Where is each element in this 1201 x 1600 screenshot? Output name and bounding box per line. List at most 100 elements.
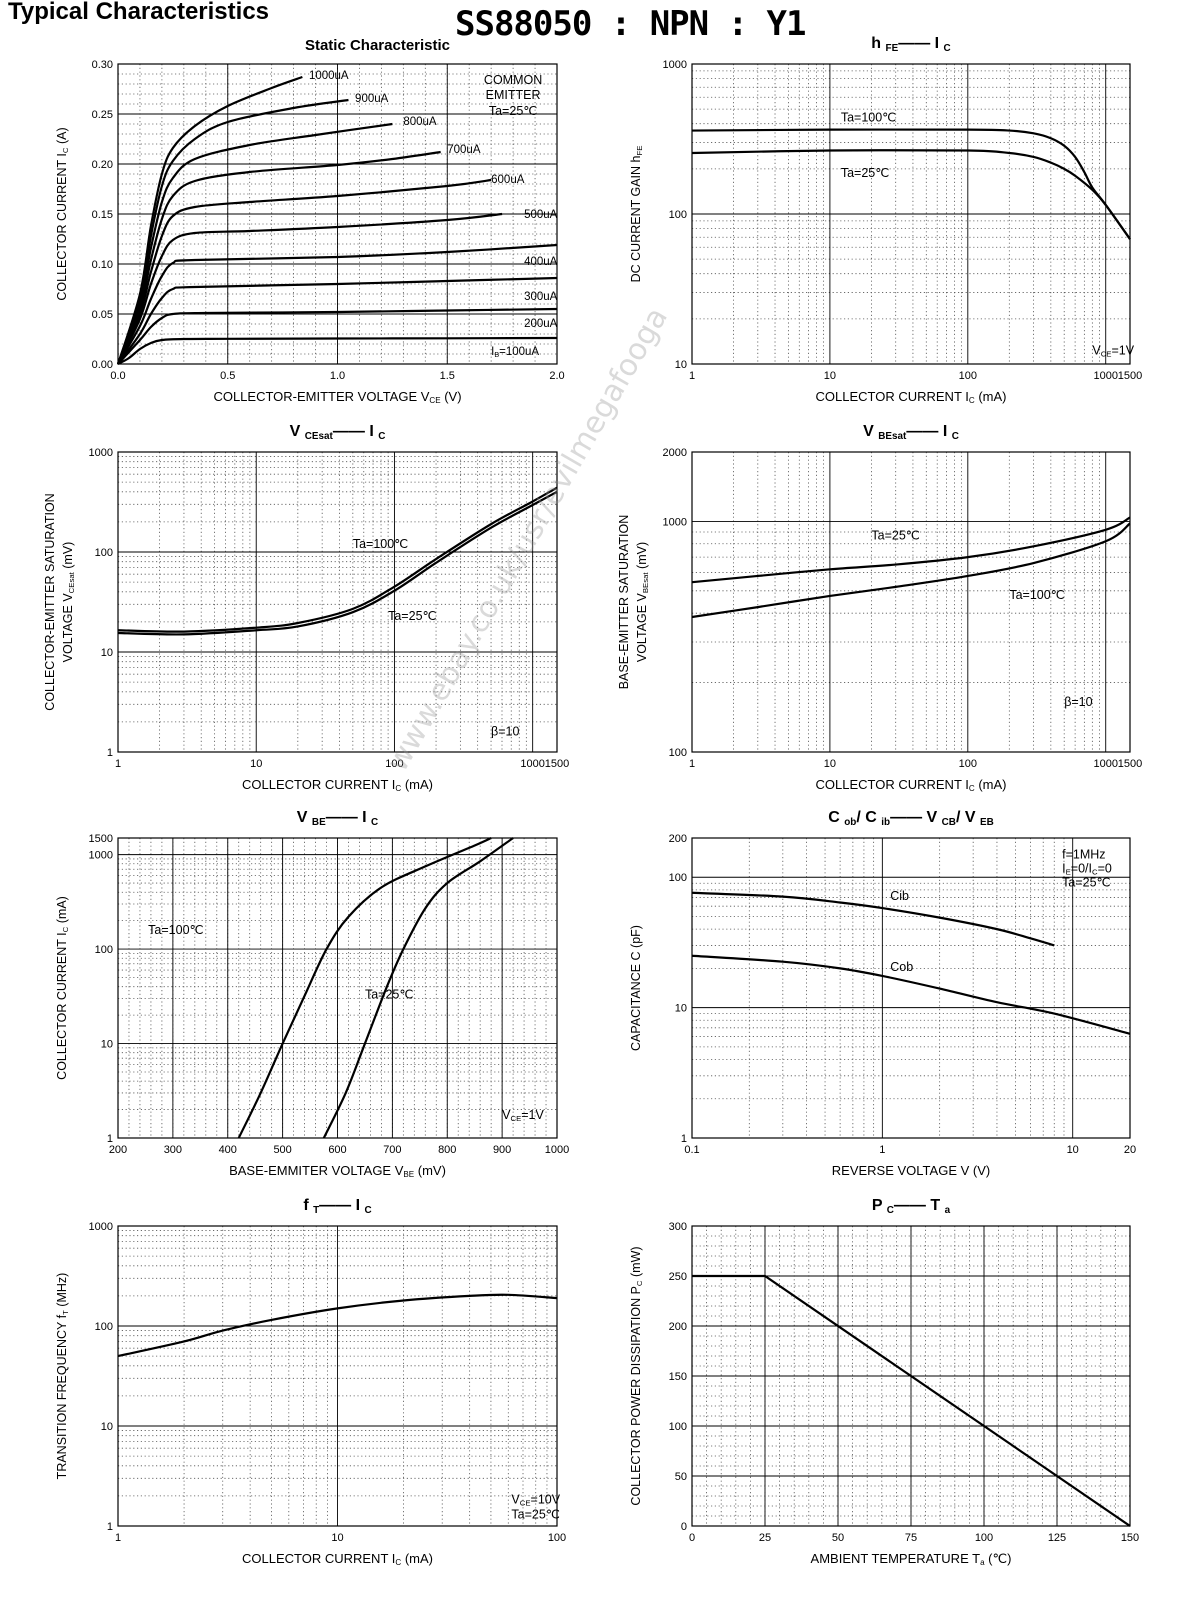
cob-series-line bbox=[691, 954, 1131, 1035]
pc-y-tick-label: 300 bbox=[669, 1221, 687, 1233]
static-y-tick-label: 0.30 bbox=[92, 59, 113, 71]
cob-annotation: IE=0/IC=0 bbox=[1062, 861, 1112, 876]
vbesat-y-tick-label: 2000 bbox=[663, 447, 687, 459]
static-x-tick-label: 1.0 bbox=[330, 370, 345, 382]
vbe-x-tick-label: 1000 bbox=[545, 1144, 569, 1156]
ft-y-axis-label: TRANSITION FREQUENCY fT (MHz) bbox=[55, 1273, 70, 1480]
vcesat-x-tick-label: 10 bbox=[250, 758, 262, 770]
vcesat-y-axis-label-line2: VOLTAGE VCEsat (mV) bbox=[61, 542, 76, 663]
static-series-label: 300uA bbox=[524, 291, 558, 303]
ft-plot-frame bbox=[117, 1225, 558, 1527]
vcesat-y-tick-label: 100 bbox=[95, 547, 113, 559]
chart-vbesat: 1 10 100 1000 150010010002000Ta=25℃Ta=100℃β=… bbox=[617, 423, 1142, 793]
cob-annotation: Cib bbox=[890, 889, 909, 903]
static-x-tick-label: 0.5 bbox=[220, 370, 235, 382]
hfe-x-axis-label: COLLECTOR CURRENT IC (mA) bbox=[816, 389, 1007, 405]
vbesat-y-tick-label: 1000 bbox=[663, 516, 687, 528]
cob-x-axis-label: REVERSE VOLTAGE V (V) bbox=[832, 1163, 990, 1178]
static-x-tick-label: 1.5 bbox=[440, 370, 455, 382]
cob-x-tick-label: 0.1 bbox=[684, 1144, 699, 1156]
static-x-axis-label: COLLECTOR-EMITTER VOLTAGE VCE (V) bbox=[213, 389, 461, 405]
hfe-x-tick-label: 100 bbox=[959, 370, 977, 382]
ft-chart-title: f T—— I C bbox=[303, 1197, 371, 1216]
vcesat-y-tick-label: 1000 bbox=[89, 447, 113, 459]
vbesat-x-tick-label: 100 bbox=[959, 758, 977, 770]
vbe-series-line bbox=[322, 837, 514, 1139]
vcesat-series-line bbox=[117, 490, 558, 636]
vbesat-x-tick-label: 1500 bbox=[1118, 758, 1142, 770]
cob-y-tick-label: 200 bbox=[669, 833, 687, 845]
pc-x-tick-label: 50 bbox=[832, 1532, 844, 1544]
vbe-x-tick-label: 300 bbox=[164, 1144, 182, 1156]
cob-annotation: f=1MHz bbox=[1062, 847, 1105, 861]
hfe-series-line bbox=[691, 128, 1131, 240]
pc-y-tick-label: 250 bbox=[669, 1271, 687, 1283]
static-annotation: COMMON bbox=[484, 73, 542, 87]
cob-y-tick-label: 100 bbox=[669, 872, 687, 884]
hfe-y-tick-label: 10 bbox=[675, 359, 687, 371]
static-series-label: 1000uA bbox=[309, 70, 349, 82]
chart-cob: 0.1 1 10 20110100200f=1MHzIE=0/IC=0Ta=25℃Ci… bbox=[629, 809, 1136, 1178]
cob-annotation: Ta=25℃ bbox=[1062, 876, 1110, 890]
static-series-label: IB=100uA bbox=[491, 346, 539, 359]
hfe-y-tick-label: 100 bbox=[669, 209, 687, 221]
pc-series-line bbox=[692, 1274, 1131, 1527]
pc-x-tick-label: 100 bbox=[975, 1532, 993, 1544]
ft-y-tick-label: 10 bbox=[101, 1421, 113, 1433]
hfe-y-tick-label: 1000 bbox=[663, 59, 687, 71]
hfe-plot-frame bbox=[691, 63, 1131, 365]
vbe-y-tick-label: 1500 bbox=[89, 833, 113, 845]
cob-series-line bbox=[691, 891, 1055, 947]
static-series-line bbox=[117, 212, 503, 365]
cob-x-tick-label: 1 bbox=[879, 1144, 885, 1156]
pc-x-tick-label: 75 bbox=[905, 1532, 917, 1544]
static-x-tick-label: 0.0 bbox=[110, 370, 125, 382]
vcesat-annotation: Ta=25℃ bbox=[388, 609, 436, 623]
vcesat-y-axis-label: COLLECTOR-EMITTER SATURATION bbox=[43, 493, 57, 710]
chart-vbe: 200 300 400 500 600 700 800 900 1000 1 10 100 1000 15… bbox=[55, 809, 569, 1179]
static-series-line bbox=[117, 336, 558, 365]
vbe-x-axis-label: BASE-EMMITER VOLTAGE VBE (mV) bbox=[229, 1163, 446, 1179]
vbe-x-tick-label: 600 bbox=[328, 1144, 346, 1156]
vcesat-x-tick-label: 1000 bbox=[520, 758, 544, 770]
vbesat-y-axis-label: BASE-EMITTER SATURATION bbox=[617, 515, 631, 690]
pc-y-tick-label: 100 bbox=[669, 1421, 687, 1433]
ft-x-axis-label: COLLECTOR CURRENT IC (mA) bbox=[242, 1551, 433, 1567]
static-series-label: 700uA bbox=[447, 144, 481, 156]
static-series-line bbox=[116, 75, 303, 365]
chart-vcesat: 1 10 100 1000 15001101001000Ta=100℃Ta=25℃β=1… bbox=[43, 423, 569, 793]
static-y-tick-label: 0.15 bbox=[92, 209, 113, 221]
pc-x-tick-label: 150 bbox=[1121, 1532, 1139, 1544]
static-annotation: EMITTER bbox=[486, 88, 541, 102]
static-series-line bbox=[117, 243, 558, 365]
pc-y-tick-label: 150 bbox=[669, 1371, 687, 1383]
pc-y-tick-label: 50 bbox=[675, 1471, 687, 1483]
hfe-chart-title: h FE—— I C bbox=[871, 35, 950, 54]
vbe-y-tick-label: 100 bbox=[95, 944, 113, 956]
vbe-annotation: Ta=100℃ bbox=[148, 923, 203, 937]
cob-y-tick-label: 10 bbox=[675, 1003, 687, 1015]
static-series-line bbox=[116, 122, 393, 365]
chart-hfe: 1 10 100 1000 1500101001000Ta=100℃Ta=25℃VCE=… bbox=[629, 35, 1142, 405]
vcesat-plot-frame bbox=[117, 451, 558, 753]
vcesat-annotation: Ta=100℃ bbox=[353, 537, 408, 551]
ft-annotation: Ta=25℃ bbox=[511, 1508, 559, 1522]
hfe-x-tick-label: 1500 bbox=[1118, 370, 1142, 382]
ft-x-tick-label: 10 bbox=[331, 1532, 343, 1544]
vbe-plot-frame bbox=[117, 837, 558, 1139]
chart-static: 0.0 0.5 1.0 1.5 2.0 0.00 0.05 0.10 0.15 0.20 0.25 0… bbox=[55, 37, 565, 405]
static-series-line bbox=[117, 307, 558, 365]
static-series-label: 400uA bbox=[524, 256, 558, 268]
static-y-tick-label: 0.25 bbox=[92, 109, 113, 121]
hfe-y-axis-label: DC CURRENT GAIN hFE bbox=[629, 146, 644, 283]
hfe-annotation: VCE=1V bbox=[1092, 344, 1134, 359]
ft-annotation: VCE=10V bbox=[511, 1492, 560, 1507]
cob-plot-frame bbox=[691, 837, 1131, 1139]
chart-pc: 0 25 50 75 100 125 150 0 50 100 150 200 250 300 P C—— … bbox=[629, 1197, 1139, 1567]
ft-x-tick-label: 100 bbox=[548, 1532, 566, 1544]
vbesat-annotation: Ta=100℃ bbox=[1009, 588, 1064, 602]
pc-y-tick-label: 0 bbox=[681, 1521, 687, 1533]
vbe-x-tick-label: 400 bbox=[219, 1144, 237, 1156]
cob-chart-title: C ob/ C ib—— V CB/ V EB bbox=[828, 809, 993, 828]
part-number: SS88050 : NPN : Y1 bbox=[455, 4, 806, 44]
